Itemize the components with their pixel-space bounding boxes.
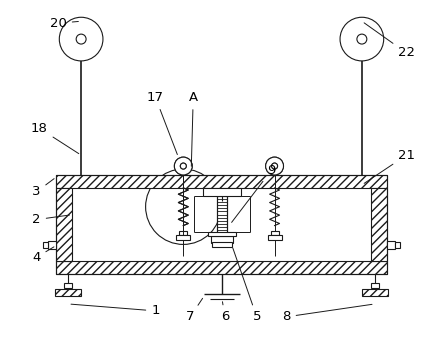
Bar <box>64 283 72 288</box>
Circle shape <box>175 157 192 175</box>
Bar <box>371 188 387 261</box>
Text: 5: 5 <box>233 248 261 323</box>
Circle shape <box>180 163 187 169</box>
Bar <box>217 196 227 237</box>
Bar <box>56 188 72 261</box>
Bar <box>55 289 81 296</box>
Bar <box>362 289 388 296</box>
Bar <box>176 236 190 240</box>
Text: 4: 4 <box>32 247 54 264</box>
Bar <box>212 243 232 247</box>
Bar <box>371 283 379 288</box>
Bar <box>271 230 279 236</box>
Text: 21: 21 <box>364 149 415 183</box>
Circle shape <box>266 157 284 175</box>
Circle shape <box>272 163 278 169</box>
Bar <box>208 231 236 237</box>
Circle shape <box>180 163 187 169</box>
Circle shape <box>59 17 103 61</box>
Text: 18: 18 <box>31 122 79 154</box>
Bar <box>211 237 233 244</box>
Bar <box>179 230 187 236</box>
Text: 8: 8 <box>282 304 372 323</box>
Text: 22: 22 <box>364 23 415 59</box>
Circle shape <box>175 157 192 175</box>
Text: 6: 6 <box>221 302 229 323</box>
Text: 17: 17 <box>147 91 177 154</box>
Circle shape <box>266 157 284 175</box>
Bar <box>43 243 48 248</box>
Text: 20: 20 <box>50 17 78 30</box>
Text: 9: 9 <box>232 163 276 222</box>
Bar <box>387 242 395 249</box>
Text: 2: 2 <box>32 213 70 226</box>
Text: 3: 3 <box>32 179 54 198</box>
Circle shape <box>146 169 221 244</box>
Bar <box>203 188 241 196</box>
Text: A: A <box>189 91 198 166</box>
Circle shape <box>76 34 86 44</box>
Circle shape <box>272 163 278 169</box>
Bar <box>56 261 387 274</box>
Text: 7: 7 <box>186 298 202 323</box>
Bar <box>395 243 400 248</box>
Text: 1: 1 <box>71 304 160 318</box>
Bar <box>268 236 281 240</box>
Bar <box>48 242 56 249</box>
Bar <box>56 175 387 188</box>
Circle shape <box>340 17 384 61</box>
Circle shape <box>357 34 367 44</box>
